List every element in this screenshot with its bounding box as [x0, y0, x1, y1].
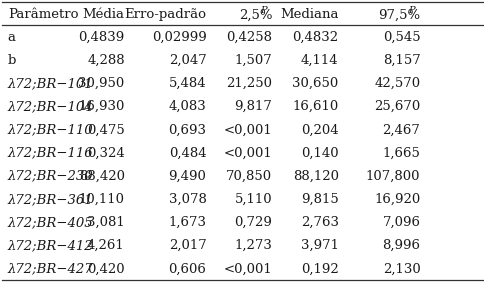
Text: 107,800: 107,800 [365, 170, 420, 183]
Text: 3,971: 3,971 [300, 239, 338, 252]
Text: 42,570: 42,570 [374, 77, 420, 90]
Text: P: P [259, 6, 266, 15]
Text: 8,157: 8,157 [382, 54, 420, 67]
Text: 1,507: 1,507 [234, 54, 272, 67]
Text: 2,467: 2,467 [382, 124, 420, 136]
Text: λ72;BR−104: λ72;BR−104 [8, 100, 93, 113]
Text: 1,665: 1,665 [382, 147, 420, 160]
Text: λ72;BR−427: λ72;BR−427 [8, 262, 93, 275]
Text: λ72;BR−361: λ72;BR−361 [8, 193, 93, 206]
Text: λ72;BR−412: λ72;BR−412 [8, 239, 93, 252]
Text: λ72;BR−230: λ72;BR−230 [8, 170, 93, 183]
Text: 88,120: 88,120 [292, 170, 338, 183]
Text: P: P [407, 6, 414, 15]
Text: 2,047: 2,047 [168, 54, 206, 67]
Text: 16,930: 16,930 [78, 100, 124, 113]
Text: 30,950: 30,950 [78, 77, 124, 90]
Text: 3,078: 3,078 [168, 193, 206, 206]
Text: 10,110: 10,110 [78, 193, 124, 206]
Text: 97,5%: 97,5% [378, 8, 420, 21]
Text: Erro-padrão: Erro-padrão [124, 8, 206, 21]
Text: 0,192: 0,192 [300, 262, 338, 275]
Text: 21,250: 21,250 [226, 77, 272, 90]
Text: λ72;BR−405: λ72;BR−405 [8, 216, 93, 229]
Text: 3,081: 3,081 [87, 216, 124, 229]
Text: 2,017: 2,017 [168, 239, 206, 252]
Text: 5,484: 5,484 [168, 77, 206, 90]
Text: 0,606: 0,606 [168, 262, 206, 275]
Text: 70,850: 70,850 [226, 170, 272, 183]
Text: 2,130: 2,130 [382, 262, 420, 275]
Text: 4,083: 4,083 [168, 100, 206, 113]
Text: 1,273: 1,273 [234, 239, 272, 252]
Text: Mediana: Mediana [280, 8, 338, 21]
Text: 0,02999: 0,02999 [151, 31, 206, 44]
Text: 0,729: 0,729 [234, 216, 272, 229]
Text: 16,920: 16,920 [373, 193, 420, 206]
Text: <0,001: <0,001 [223, 262, 272, 275]
Text: λ72;BR−116: λ72;BR−116 [8, 147, 93, 160]
Text: Parâmetro: Parâmetro [8, 8, 78, 21]
Text: 88,420: 88,420 [78, 170, 124, 183]
Text: 30,650: 30,650 [292, 77, 338, 90]
Text: 4,288: 4,288 [87, 54, 124, 67]
Text: λ72;BR−110: λ72;BR−110 [8, 124, 93, 136]
Text: 0,140: 0,140 [301, 147, 338, 160]
Text: 0,324: 0,324 [87, 147, 124, 160]
Text: 2,5%: 2,5% [238, 8, 272, 21]
Text: 4,114: 4,114 [301, 54, 338, 67]
Text: <0,001: <0,001 [223, 124, 272, 136]
Text: <0,001: <0,001 [223, 147, 272, 160]
Text: 0,420: 0,420 [87, 262, 124, 275]
Text: 0,4839: 0,4839 [78, 31, 124, 44]
Text: 2,763: 2,763 [300, 216, 338, 229]
Text: 9,490: 9,490 [168, 170, 206, 183]
Text: 4,261: 4,261 [87, 239, 124, 252]
Text: 9,815: 9,815 [300, 193, 338, 206]
Text: 0,204: 0,204 [301, 124, 338, 136]
Text: 0,545: 0,545 [382, 31, 420, 44]
Text: 0,693: 0,693 [168, 124, 206, 136]
Text: 16,610: 16,610 [292, 100, 338, 113]
Text: b: b [8, 54, 16, 67]
Text: 7,096: 7,096 [381, 216, 420, 229]
Text: 9,817: 9,817 [234, 100, 272, 113]
Text: 0,4258: 0,4258 [226, 31, 272, 44]
Text: 0,475: 0,475 [87, 124, 124, 136]
Text: 5,110: 5,110 [234, 193, 272, 206]
Text: λ72;BR−101: λ72;BR−101 [8, 77, 93, 90]
Text: 0,4832: 0,4832 [292, 31, 338, 44]
Text: Média: Média [83, 8, 124, 21]
Text: 25,670: 25,670 [373, 100, 420, 113]
Text: 0,484: 0,484 [168, 147, 206, 160]
Text: 8,996: 8,996 [381, 239, 420, 252]
Text: 1,673: 1,673 [168, 216, 206, 229]
Text: a: a [8, 31, 16, 44]
